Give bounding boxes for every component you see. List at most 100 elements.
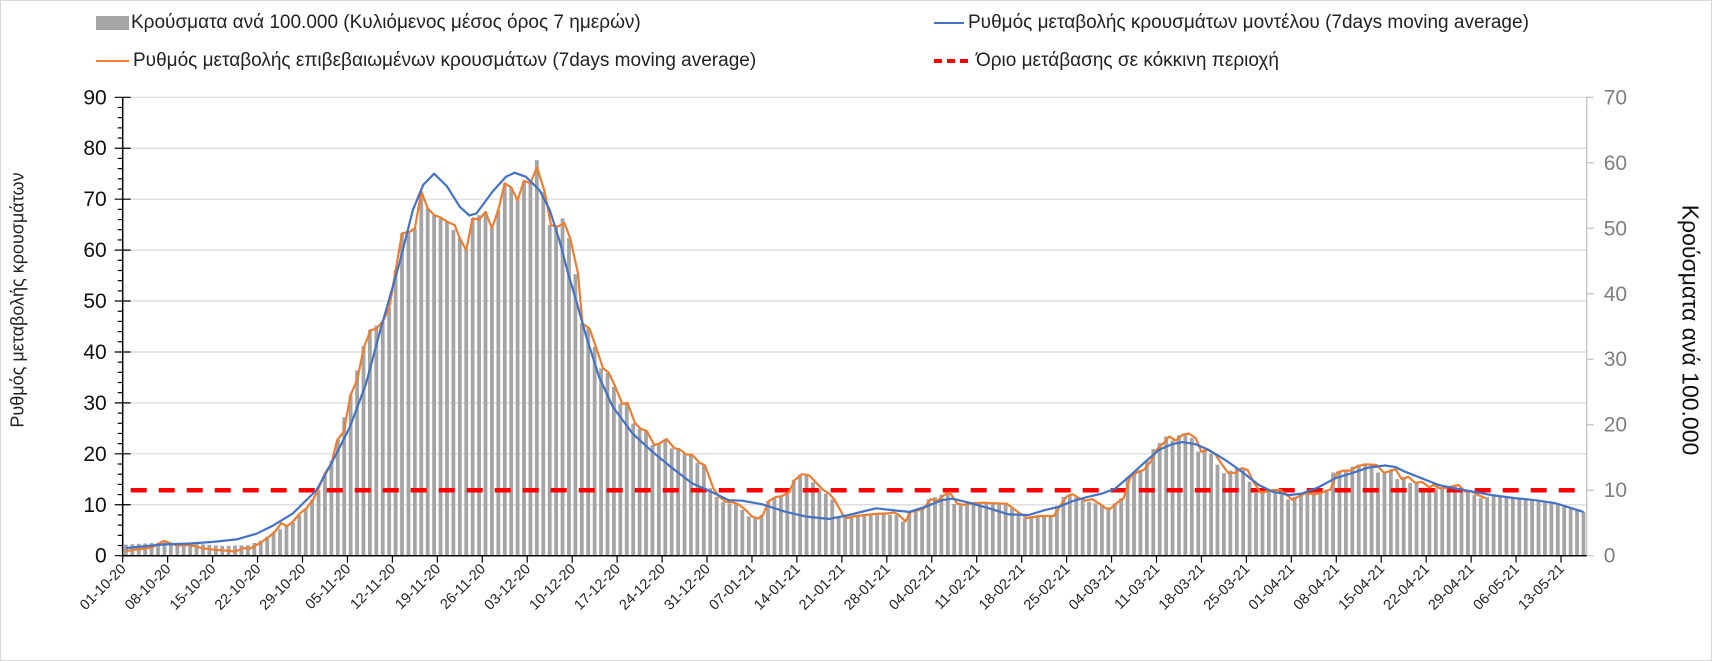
bar [502,183,507,556]
x-tick-label: 15-10-20 [167,561,219,613]
y-tick-label-left: 40 [83,341,106,364]
bar [817,489,822,556]
x-tick-label: 29-10-20 [257,561,309,613]
legend-item-bars: Κρούσματα ανά 100.000 (Κυλιόμενος μέσος … [96,12,641,34]
bar [207,544,212,556]
x-tick-label: 01-04-21 [1246,561,1298,613]
bar [888,514,892,556]
bar [567,238,571,556]
bar [682,454,687,556]
bar [823,493,828,556]
bar [727,503,732,556]
bar [650,445,655,556]
bar [689,454,693,556]
bar [1555,505,1560,556]
bar [746,516,751,556]
bar [881,514,886,556]
y-tick-label-left: 90 [83,86,106,109]
bar [541,191,546,556]
x-tick-label: 01-10-20 [77,561,129,613]
bar [310,499,315,556]
y-axis-title-right: Κρούσματα ανά 100.000 [1677,204,1704,456]
bar [143,543,148,556]
bar [1369,465,1374,556]
bar [894,515,899,556]
bar [1401,477,1406,556]
bar [509,187,514,556]
legend-item-orange: Ρυθμός μεταβολής επιβεβαιωμένων κρουσμάτ… [96,50,756,72]
bars-series [124,160,1586,556]
bar [997,503,1002,556]
bar [348,394,353,556]
bar [1100,505,1104,556]
legend-swatch-orange [96,60,129,62]
bar [258,540,263,556]
bar [656,443,661,556]
bar [1510,498,1515,556]
y-tick-label-left: 80 [83,137,106,160]
bar [1395,479,1400,556]
bar [1183,433,1188,556]
bar [1523,499,1528,556]
bar [303,508,308,556]
bar [978,503,982,556]
bar [560,218,565,556]
gridlines [122,96,1587,506]
bar [791,479,796,556]
x-tick-label: 25-02-21 [1021,561,1073,613]
bar [477,215,481,556]
bar [1388,469,1393,556]
x-tick-label: 14-01-21 [751,561,803,613]
bar [483,211,488,556]
bar [355,370,359,556]
bar [400,233,404,556]
bar [1228,470,1233,556]
bar [201,544,205,556]
bar [1042,516,1047,556]
bar [451,229,456,556]
bar [1478,498,1483,556]
bar [1453,484,1457,556]
bar [695,462,700,556]
bar [368,329,372,556]
legend-swatch-threshold [934,59,968,63]
bar [1433,488,1438,556]
bar [734,504,738,556]
bar [239,545,244,556]
bar [990,503,995,556]
bar [1247,481,1252,556]
bar [586,328,591,556]
bar [1138,469,1143,556]
bar [811,482,815,556]
x-tick-label: 10-12-20 [527,561,579,613]
bar [1575,510,1579,556]
bar [522,181,526,556]
x-tick-label: 05-11-20 [303,561,355,613]
bar [1061,496,1066,556]
bar [265,536,270,556]
orange-line-confirmed-rate [125,166,1486,553]
bar [1048,515,1053,556]
bar [753,518,758,556]
bar [1132,473,1136,556]
bar [907,511,912,556]
bar [1414,481,1419,556]
bar [1356,464,1361,556]
bar [342,417,347,556]
bar [1472,494,1477,556]
bar [612,386,616,556]
legend-item-blue: Ρυθμός μεταβολής κρουσμάτων μοντέλου (7d… [934,12,1529,34]
bar [605,372,610,556]
y-tick-label-left: 10 [83,494,106,517]
bar [1466,491,1470,556]
bar [380,321,385,556]
bar [971,503,976,556]
legend-item-threshold: Όριο μετάβασης σε κόκκινη περιοχή [934,50,1279,72]
bar [1144,461,1149,556]
x-tick-label: 26-11-20 [438,561,490,613]
bar [1427,487,1432,556]
bar [1022,517,1027,556]
bar [1446,487,1451,556]
bar [156,542,160,556]
